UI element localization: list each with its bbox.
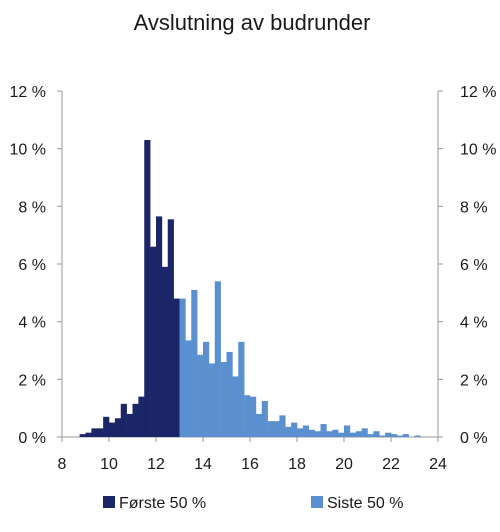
bar-siste (285, 426, 292, 437)
bar-forste (114, 418, 122, 437)
x-tick-label: 20 (335, 456, 353, 473)
bar-siste (208, 363, 216, 437)
y-tick-label-right: 12 % (460, 84, 496, 101)
legend: Første 50 % Siste 50 % (103, 495, 403, 512)
bar-siste (326, 431, 333, 437)
bar-siste (396, 435, 404, 437)
legend-swatch (311, 496, 323, 508)
bar-forste (167, 219, 174, 437)
bar-siste (402, 434, 409, 437)
bar-siste (279, 415, 286, 437)
bar-forste (161, 266, 169, 437)
bar-siste (267, 421, 274, 437)
bar-siste (308, 429, 315, 437)
bar-forste (120, 403, 127, 437)
bar-siste (255, 413, 263, 437)
bar-siste (191, 289, 198, 437)
bar-forste (150, 246, 157, 437)
bar-siste (261, 400, 268, 437)
bar-forste (97, 428, 104, 437)
y-tick-label-right: 0 % (460, 430, 488, 447)
bar-siste (414, 435, 421, 437)
legend-swatch (103, 496, 115, 508)
bar-siste (250, 396, 257, 437)
x-tick-label: 14 (194, 456, 212, 473)
bar-siste (179, 298, 186, 437)
y-tick-label-left: 0 % (18, 430, 46, 447)
bar-forste (126, 413, 133, 437)
bar-siste (291, 422, 298, 437)
y-tick-label-left: 2 % (18, 372, 46, 389)
bar-siste (220, 362, 227, 437)
bar-siste (338, 432, 345, 437)
bar-forste (156, 216, 163, 437)
y-tick-label-right: 10 % (460, 142, 496, 159)
y-tick-label-right: 8 % (460, 199, 488, 216)
bar-forste (79, 434, 86, 437)
x-tick-label: 16 (241, 456, 259, 473)
bar-siste (214, 281, 221, 437)
y-tick-label-left: 6 % (18, 257, 46, 274)
bar-forste (85, 432, 92, 437)
y-tick-label-right: 6 % (460, 257, 488, 274)
y-tick-label-right: 4 % (460, 315, 488, 332)
bar-siste (244, 395, 251, 437)
y-tick-label-left: 12 % (10, 84, 46, 101)
bar-siste (320, 424, 327, 437)
x-tick-label: 18 (288, 456, 306, 473)
x-tick-label: 24 (429, 456, 447, 473)
y-axis-left: 0 % 2 % 4 % 6 % 8 % 10 % 12 % (10, 84, 63, 447)
chart-title: Avslutning av budrunder (134, 10, 371, 35)
y-tick-label-left: 8 % (18, 199, 46, 216)
bar-siste (232, 376, 239, 437)
bar-forste (91, 428, 98, 437)
bar-siste (367, 434, 374, 437)
bar-siste (302, 425, 310, 437)
bar-forste (173, 298, 180, 437)
legend-label: Siste 50 % (327, 495, 403, 512)
y-axis-right: 0 % 2 % 4 % 6 % 8 % 10 % 12 % (437, 84, 496, 447)
bar-siste (355, 431, 362, 437)
x-tick-label: 8 (58, 456, 67, 473)
bar-siste (185, 340, 192, 437)
bar-siste (379, 435, 386, 437)
bars (79, 140, 421, 437)
bar-siste (238, 341, 245, 437)
y-tick-label-left: 10 % (10, 142, 46, 159)
bar-siste (349, 432, 357, 437)
y-tick-label-right: 2 % (460, 372, 488, 389)
x-axis: 8 10 12 14 16 18 20 22 24 (58, 436, 447, 473)
bar-siste (297, 428, 304, 437)
x-tick-label: 22 (382, 456, 400, 473)
bar-forste (132, 403, 139, 437)
bar-siste (273, 421, 280, 437)
bar-siste (226, 351, 233, 437)
bar-siste (203, 341, 210, 437)
bar-siste (344, 425, 351, 437)
bar-forste (109, 422, 116, 437)
bar-forste (103, 416, 110, 437)
bar-siste (391, 434, 398, 437)
x-tick-label: 12 (147, 456, 165, 473)
bar-forste (138, 396, 145, 437)
bar-forste (144, 140, 151, 437)
bar-siste (197, 354, 204, 437)
legend-label: Første 50 % (119, 495, 206, 512)
x-tick-label: 10 (100, 456, 118, 473)
bar-siste (385, 432, 392, 437)
y-tick-label-left: 4 % (18, 315, 46, 332)
bar-siste (332, 429, 339, 437)
bar-siste (314, 431, 321, 437)
bar-siste (361, 428, 368, 437)
bar-siste (373, 431, 380, 437)
